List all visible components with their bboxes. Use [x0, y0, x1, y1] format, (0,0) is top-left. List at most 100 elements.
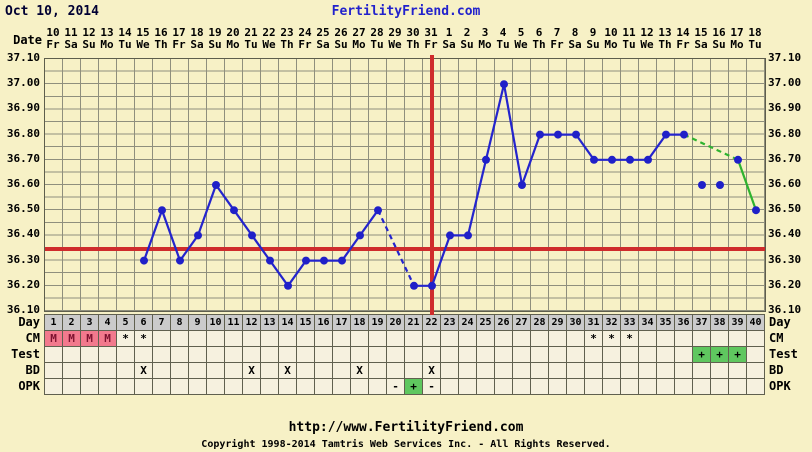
cell-test-day-9[interactable] [188, 346, 207, 363]
cell-bd-day-36[interactable] [674, 362, 693, 379]
cell-test-day-21[interactable] [404, 346, 423, 363]
temp-point-day-39[interactable] [734, 155, 742, 164]
cell-cm-day-30[interactable] [566, 330, 585, 347]
temp-point-day-30[interactable] [572, 130, 580, 139]
cell-opk-day-15[interactable] [296, 378, 315, 395]
cell-cm-day-39[interactable] [728, 330, 747, 347]
cell-cm-day-27[interactable] [512, 330, 531, 347]
cell-cm-day-17[interactable] [332, 330, 351, 347]
cell-test-day-20[interactable] [386, 346, 405, 363]
cell-cm-day-1[interactable]: M [44, 330, 63, 347]
cell-bd-day-16[interactable] [314, 362, 333, 379]
cell-bd-day-3[interactable] [80, 362, 99, 379]
cell-opk-day-30[interactable] [566, 378, 585, 395]
cell-test-day-31[interactable] [584, 346, 603, 363]
temp-point-day-22[interactable] [428, 281, 436, 290]
temp-point-day-27[interactable] [518, 181, 526, 189]
cell-opk-day-24[interactable] [458, 378, 477, 395]
cell-cm-day-4[interactable]: M [98, 330, 117, 347]
cell-cm-day-7[interactable] [152, 330, 171, 347]
cell-cm-day-40[interactable] [746, 330, 765, 347]
cell-bd-day-34[interactable] [638, 362, 657, 379]
temp-point-day-9[interactable] [194, 231, 202, 240]
cell-bd-day-24[interactable] [458, 362, 477, 379]
cell-test-day-14[interactable] [278, 346, 297, 363]
temp-point-day-37[interactable] [698, 181, 706, 189]
temp-point-day-12[interactable] [248, 231, 256, 240]
temp-point-day-10[interactable] [212, 181, 220, 189]
cell-test-day-8[interactable] [170, 346, 189, 363]
cell-test-day-12[interactable] [242, 346, 261, 363]
cell-opk-day-19[interactable] [368, 378, 387, 395]
temp-point-day-26[interactable] [500, 80, 508, 89]
cell-test-day-5[interactable] [116, 346, 135, 363]
cell-opk-day-13[interactable] [260, 378, 279, 395]
cell-cm-day-5[interactable]: * [116, 330, 135, 347]
cell-test-day-10[interactable] [206, 346, 225, 363]
cell-opk-day-38[interactable] [710, 378, 729, 395]
temp-point-day-17[interactable] [338, 256, 346, 265]
cell-bd-day-38[interactable] [710, 362, 729, 379]
cell-opk-day-20[interactable]: - [386, 378, 405, 395]
cell-cm-day-25[interactable] [476, 330, 495, 347]
cell-test-day-11[interactable] [224, 346, 243, 363]
temp-point-day-15[interactable] [302, 256, 310, 265]
temp-point-day-35[interactable] [662, 130, 670, 139]
cell-opk-day-18[interactable] [350, 378, 369, 395]
cell-test-day-27[interactable] [512, 346, 531, 363]
temp-point-day-34[interactable] [644, 155, 652, 164]
temp-point-day-25[interactable] [482, 155, 490, 164]
cell-bd-day-4[interactable] [98, 362, 117, 379]
cell-bd-day-39[interactable] [728, 362, 747, 379]
cell-cm-day-16[interactable] [314, 330, 333, 347]
cell-bd-day-11[interactable] [224, 362, 243, 379]
cell-test-day-33[interactable] [620, 346, 639, 363]
temp-point-day-13[interactable] [266, 256, 274, 265]
cell-opk-day-7[interactable] [152, 378, 171, 395]
cell-opk-day-27[interactable] [512, 378, 531, 395]
temp-point-day-24[interactable] [464, 231, 472, 240]
cell-bd-day-8[interactable] [170, 362, 189, 379]
cell-opk-day-2[interactable] [62, 378, 81, 395]
cell-bd-day-35[interactable] [656, 362, 675, 379]
temp-point-day-33[interactable] [626, 155, 634, 164]
cell-bd-day-13[interactable] [260, 362, 279, 379]
cell-cm-day-35[interactable] [656, 330, 675, 347]
cell-cm-day-23[interactable] [440, 330, 459, 347]
cell-cm-day-28[interactable] [530, 330, 549, 347]
cell-test-day-7[interactable] [152, 346, 171, 363]
cell-bd-day-7[interactable] [152, 362, 171, 379]
temp-point-day-40[interactable] [752, 206, 760, 215]
temp-point-day-29[interactable] [554, 130, 562, 139]
cell-cm-day-36[interactable] [674, 330, 693, 347]
cell-bd-day-27[interactable] [512, 362, 531, 379]
cell-bd-day-2[interactable] [62, 362, 81, 379]
cell-opk-day-5[interactable] [116, 378, 135, 395]
cell-opk-day-9[interactable] [188, 378, 207, 395]
cell-cm-day-20[interactable] [386, 330, 405, 347]
cell-opk-day-23[interactable] [440, 378, 459, 395]
cell-test-day-15[interactable] [296, 346, 315, 363]
cell-opk-day-3[interactable] [80, 378, 99, 395]
cell-bd-day-5[interactable] [116, 362, 135, 379]
cell-bd-day-15[interactable] [296, 362, 315, 379]
cell-opk-day-36[interactable] [674, 378, 693, 395]
cell-test-day-16[interactable] [314, 346, 333, 363]
cell-opk-day-10[interactable] [206, 378, 225, 395]
temp-point-day-11[interactable] [230, 206, 238, 215]
cell-cm-day-19[interactable] [368, 330, 387, 347]
cell-cm-day-3[interactable]: M [80, 330, 99, 347]
cell-test-day-38[interactable]: + [710, 346, 729, 363]
cell-opk-day-40[interactable] [746, 378, 765, 395]
cell-test-day-24[interactable] [458, 346, 477, 363]
cell-cm-day-2[interactable]: M [62, 330, 81, 347]
cell-cm-day-8[interactable] [170, 330, 189, 347]
cell-opk-day-4[interactable] [98, 378, 117, 395]
cell-cm-day-34[interactable] [638, 330, 657, 347]
cell-bd-day-19[interactable] [368, 362, 387, 379]
temp-point-day-14[interactable] [284, 281, 292, 290]
cell-bd-day-18[interactable]: X [350, 362, 369, 379]
footer-url[interactable]: http://www.FertilityFriend.com [288, 420, 524, 435]
cell-bd-day-1[interactable] [44, 362, 63, 379]
cell-test-day-39[interactable]: + [728, 346, 747, 363]
